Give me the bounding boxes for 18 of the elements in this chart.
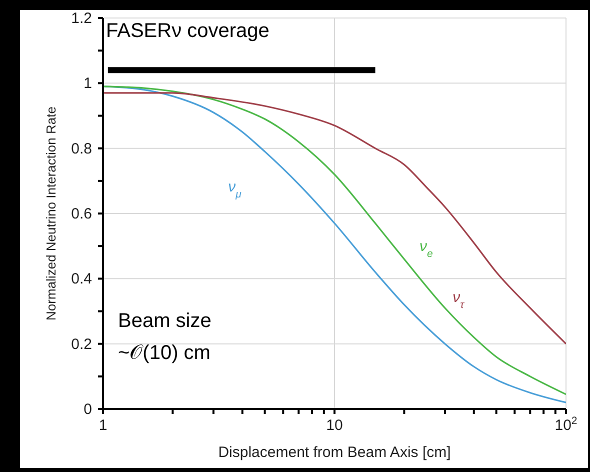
x-tick-label: 10 — [326, 417, 343, 434]
y-tick-label: 1 — [84, 75, 92, 92]
text: ν$_{τ}$ — [452, 289, 466, 312]
y-tick-label: 0.8 — [71, 140, 92, 158]
y-tick-label: 0.6 — [71, 206, 92, 222]
y-axis-title: Normalized Neutrino Interaction Rate — [44, 106, 59, 320]
x-axis-title: Displacement from Beam Axis [cm] — [218, 444, 451, 461]
annotation: Beam size — [118, 309, 212, 334]
y-tick-label: 0 — [84, 401, 92, 418]
y-tick-label: 1.2 — [71, 10, 92, 27]
y-tick-label: 0.2 — [71, 336, 92, 353]
y-tick-label: 0.4 — [71, 270, 92, 288]
annotation: ~𝒪(10) cm — [118, 341, 212, 366]
series-label: ν$_{e}$ — [420, 238, 434, 260]
x-tick-label: 1 — [98, 417, 108, 434]
annotation: FASERν coverage — [106, 20, 270, 43]
x-tick-label: 10$^{2}$ — [554, 415, 578, 434]
text: ν$_{μ}$ — [228, 178, 242, 201]
